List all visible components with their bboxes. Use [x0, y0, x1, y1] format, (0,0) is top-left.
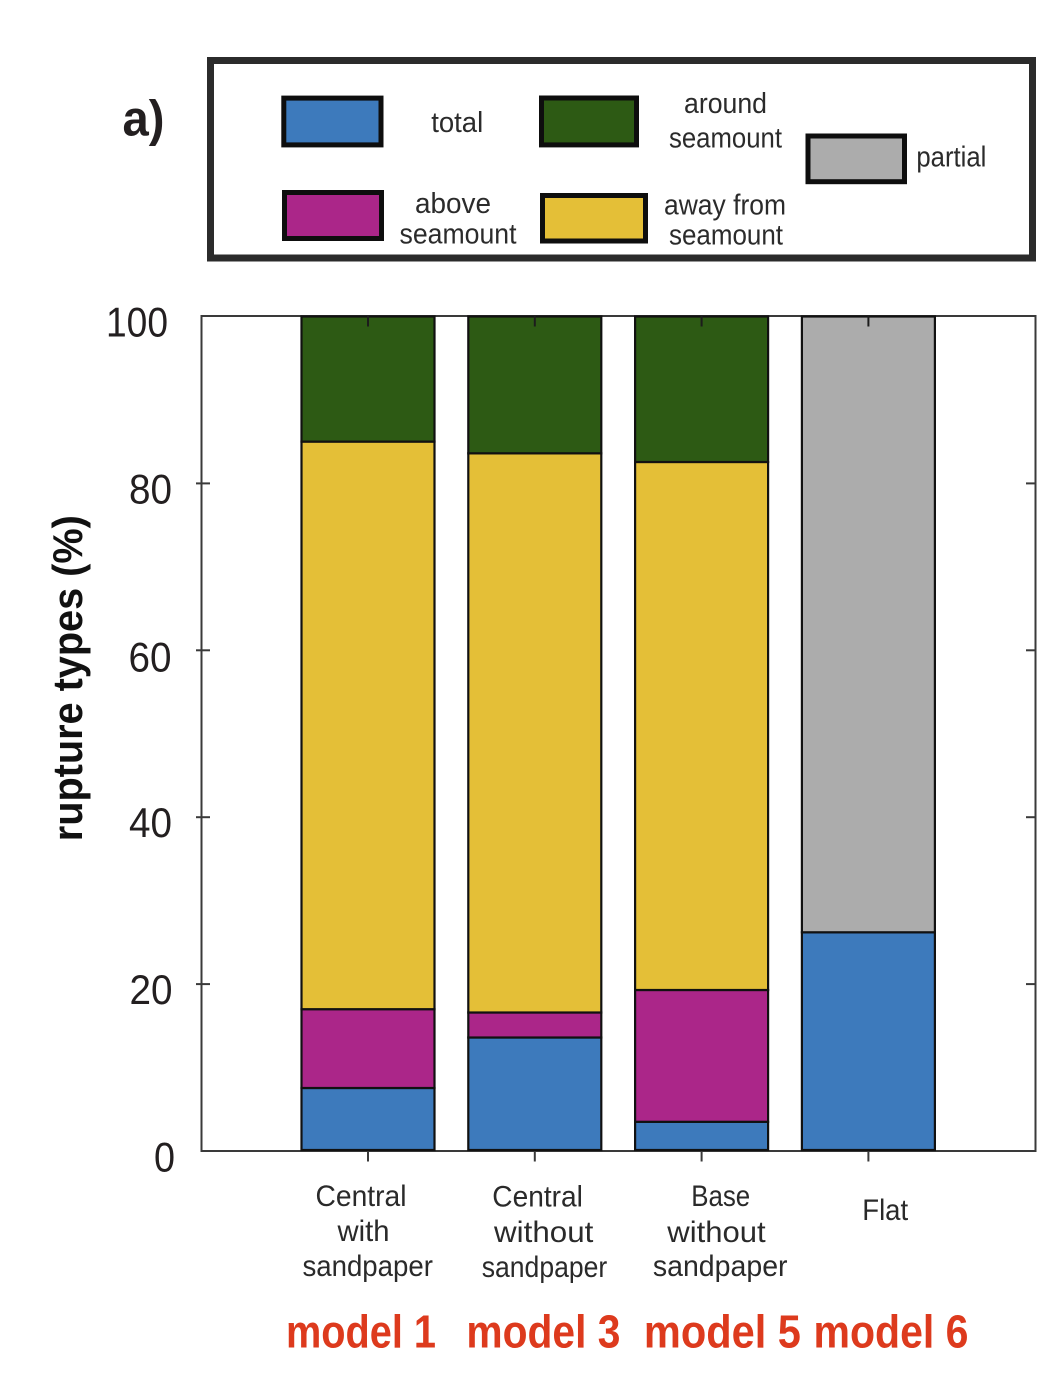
svg-text:without: without	[493, 1216, 594, 1249]
svg-text:20: 20	[130, 966, 173, 1013]
svg-text:a): a)	[123, 91, 165, 147]
svg-text:without: without	[666, 1216, 766, 1249]
svg-text:60: 60	[129, 634, 172, 681]
svg-text:away from: away from	[664, 190, 786, 222]
svg-text:Flat: Flat	[862, 1194, 909, 1227]
svg-text:total: total	[431, 107, 483, 139]
svg-text:0: 0	[154, 1134, 175, 1181]
svg-text:sandpaper: sandpaper	[653, 1250, 788, 1283]
svg-text:sandpaper: sandpaper	[302, 1250, 433, 1283]
svg-text:model 3: model 3	[466, 1305, 620, 1357]
svg-text:model 5: model 5	[644, 1305, 801, 1357]
svg-text:Base: Base	[691, 1180, 750, 1213]
svg-text:above: above	[415, 188, 491, 220]
svg-text:around: around	[684, 88, 767, 120]
svg-text:model 6: model 6	[814, 1305, 969, 1357]
svg-text:Central: Central	[492, 1181, 583, 1214]
svg-text:partial: partial	[916, 142, 986, 174]
svg-text:seamount: seamount	[669, 122, 782, 154]
svg-text:Central: Central	[316, 1180, 407, 1213]
svg-text:with: with	[337, 1215, 390, 1248]
svg-text:40: 40	[129, 799, 172, 846]
svg-text:seamount: seamount	[669, 220, 783, 252]
svg-text:seamount: seamount	[400, 219, 517, 251]
svg-text:100: 100	[106, 299, 168, 346]
svg-text:80: 80	[129, 465, 172, 512]
svg-text:sandpaper: sandpaper	[482, 1251, 608, 1284]
svg-text:rupture types (%): rupture types (%)	[44, 515, 91, 841]
svg-text:model 1: model 1	[286, 1305, 436, 1357]
